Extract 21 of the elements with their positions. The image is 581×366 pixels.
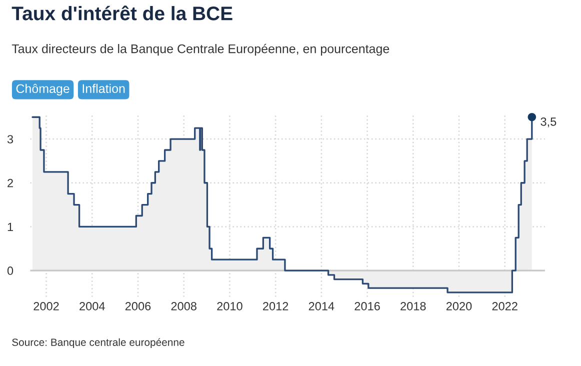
text: Inflation: [82, 84, 125, 94]
chart-title: Taux d'intérêt de la BCE: [12, 6, 232, 20]
y-tick-label: 0: [7, 266, 14, 275]
x-tick-label: 2002: [34, 302, 59, 310]
x-tick-label: 2004: [80, 302, 105, 310]
x-tick-label: 2014: [308, 302, 334, 310]
y-tick-label: 2: [8, 178, 13, 188]
x-tick-label: 2018: [400, 302, 426, 310]
x-tick-label: 2010: [217, 302, 242, 310]
y-tick-label: 1: [8, 222, 13, 231]
text: Chômage: [16, 84, 70, 96]
x-tick-label: 2012: [263, 302, 288, 310]
chart-subtitle: Taux directeurs de la Banque Centrale Européenne, en pourcentage: [12, 44, 390, 56]
x-tick-label: 2016: [354, 302, 380, 310]
x-tick-label: 2020: [446, 302, 472, 310]
source-note: Source: Banque centrale européenne: [12, 338, 184, 348]
x-tick-label: 2022: [492, 302, 518, 310]
x-tick-label: 2006: [125, 302, 151, 310]
data-label: 3,5: [540, 117, 556, 128]
x-tick-label: 2008: [171, 302, 196, 310]
y-tick-label: 3: [7, 135, 14, 144]
